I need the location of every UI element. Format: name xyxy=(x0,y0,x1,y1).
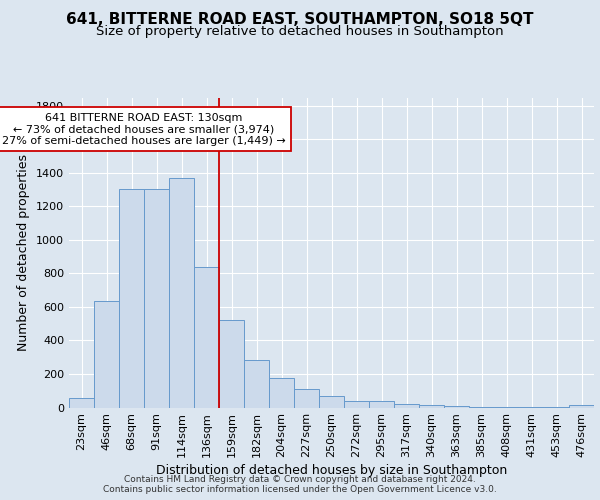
Bar xyxy=(119,189,144,408)
Bar xyxy=(294,390,319,407)
Text: Contains HM Land Registry data © Crown copyright and database right 2024.
Contai: Contains HM Land Registry data © Crown c… xyxy=(103,474,497,494)
Bar xyxy=(369,401,394,407)
Bar xyxy=(394,404,419,407)
Text: Size of property relative to detached houses in Southampton: Size of property relative to detached ho… xyxy=(96,25,504,38)
Text: 641 BITTERNE ROAD EAST: 130sqm
← 73% of detached houses are smaller (3,974)
27% : 641 BITTERNE ROAD EAST: 130sqm ← 73% of … xyxy=(2,112,286,146)
Bar xyxy=(219,320,244,408)
Bar xyxy=(169,178,194,408)
X-axis label: Distribution of detached houses by size in Southampton: Distribution of detached houses by size … xyxy=(156,464,507,477)
Bar xyxy=(344,401,369,407)
Text: 641, BITTERNE ROAD EAST, SOUTHAMPTON, SO18 5QT: 641, BITTERNE ROAD EAST, SOUTHAMPTON, SO… xyxy=(66,12,534,28)
Bar xyxy=(194,266,219,408)
Bar xyxy=(419,405,444,407)
Bar xyxy=(469,406,494,408)
Bar xyxy=(494,406,519,408)
Bar xyxy=(144,189,169,408)
Bar xyxy=(319,396,344,407)
Bar xyxy=(569,405,594,407)
Y-axis label: Number of detached properties: Number of detached properties xyxy=(17,154,31,351)
Bar xyxy=(94,301,119,408)
Bar xyxy=(69,398,94,407)
Bar xyxy=(544,406,569,408)
Bar xyxy=(269,378,294,408)
Bar xyxy=(244,360,269,408)
Bar xyxy=(444,406,469,407)
Bar xyxy=(519,406,544,408)
